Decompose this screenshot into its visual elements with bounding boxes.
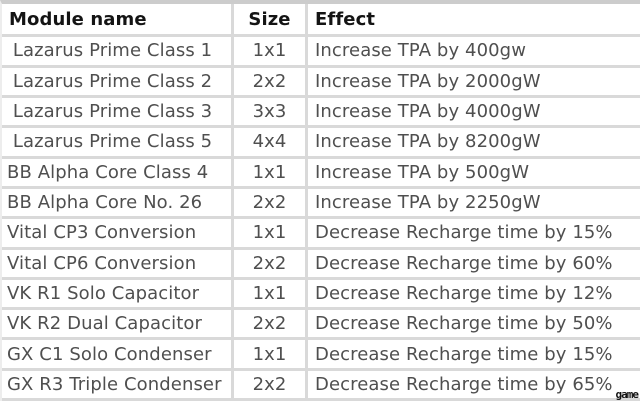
table-row: GX R3 Triple Condenser 2x2 Decrease Rechar… xyxy=(2,370,640,401)
table-row: Vital CP3 Conversion 1x1 Decrease Recharge… xyxy=(2,219,640,250)
cell-effect: Decrease Recharge time by 15% xyxy=(315,222,613,244)
cell-effect: Decrease Recharge time by 65% xyxy=(315,373,613,395)
cell-module: Vital CP6 Conversion xyxy=(2,249,234,277)
table-row: GX C1 Solo Condenser 1x1 Decrease Recharge… xyxy=(2,340,640,371)
cell-module: BB Alpha Core No. 26 xyxy=(2,188,234,217)
column-header-effect: Effect xyxy=(315,8,376,30)
cell-module: Lazarus Prime Class 3 xyxy=(2,97,234,126)
cell-effect: Increase TPA by 400gw xyxy=(315,40,527,62)
cell-module: Lazarus Prime Class 2 xyxy=(2,67,234,95)
column-header-size: Size xyxy=(234,4,308,35)
cell-size: 2x2 xyxy=(234,370,308,399)
table-row: Lazarus Prime Class 3 3x3 Increase TPA by … xyxy=(2,97,640,129)
cell-size: 1x1 xyxy=(234,340,308,368)
cell-module: BB Alpha Core Class 4 xyxy=(2,158,234,186)
cell-module: Lazarus Prime Class 1 xyxy=(2,37,234,65)
cell-module: Lazarus Prime Class 5 xyxy=(2,128,234,156)
cell-size: 1x1 xyxy=(234,279,308,308)
cell-effect: Increase TPA by 2250gW xyxy=(315,192,541,214)
cell-effect: Decrease Recharge time by 15% xyxy=(315,343,613,365)
cell-size: 1x1 xyxy=(234,219,308,247)
cell-effect: Decrease Recharge time by 12% xyxy=(315,282,613,304)
cell-module: VK R1 Solo Capacitor xyxy=(2,279,234,308)
cell-size: 2x2 xyxy=(234,188,308,217)
cell-effect: Increase TPA by 500gW xyxy=(315,161,530,183)
table-row: Vital CP6 Conversion 2x2 Decrease Recharge… xyxy=(2,249,640,280)
cell-size: 3x3 xyxy=(234,97,308,126)
cell-size: 4x4 xyxy=(234,128,308,156)
cell-effect: Increase TPA by 8200gW xyxy=(315,131,541,153)
table-row: VK R1 Solo Capacitor 1x1 Decrease Recharge… xyxy=(2,279,640,311)
column-header-module: Module name xyxy=(2,4,234,35)
table-row: BB Alpha Core Class 4 1x1 Increase TPA by … xyxy=(2,158,640,189)
cell-module: Vital CP3 Conversion xyxy=(2,219,234,247)
cell-size: 2x2 xyxy=(234,310,308,338)
table-row: Lazarus Prime Class 2 2x2 Increase TPA by … xyxy=(2,67,640,98)
cell-effect: Increase TPA by 2000gW xyxy=(315,70,541,92)
cell-size: 2x2 xyxy=(234,67,308,95)
cell-module: GX R3 Triple Condenser xyxy=(2,370,234,399)
cell-effect: Decrease Recharge time by 60% xyxy=(315,252,613,274)
cell-size: 1x1 xyxy=(234,158,308,186)
table-row: Lazarus Prime Class 5 4x4 Increase TPA by … xyxy=(2,128,640,159)
table-row: VK R2 Dual Capacitor 2x2 Decrease Recharge… xyxy=(2,310,640,341)
cell-module: GX C1 Solo Condenser xyxy=(2,340,234,368)
cell-effect: Decrease Recharge time by 50% xyxy=(315,313,613,335)
table-row: BB Alpha Core No. 26 2x2 Increase TPA by 2… xyxy=(2,188,640,220)
cell-module: VK R2 Dual Capacitor xyxy=(2,310,234,338)
watermark: game xyxy=(615,388,639,401)
cell-size: 1x1 xyxy=(234,37,308,65)
table-header-row: Module name Size Effect xyxy=(2,4,640,38)
cell-size: 2x2 xyxy=(234,249,308,277)
table-body: Lazarus Prime Class 1 1x1 Increase TPA by … xyxy=(2,37,640,401)
table-row: Lazarus Prime Class 1 1x1 Increase TPA by … xyxy=(2,37,640,68)
cell-effect: Increase TPA by 4000gW xyxy=(315,101,541,123)
